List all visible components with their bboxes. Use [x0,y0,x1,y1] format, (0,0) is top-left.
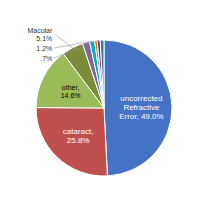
svg-text:.7%: .7% [40,55,52,62]
svg-text:Macular5.1%: Macular5.1% [27,27,53,42]
svg-text:uncorrectedRefractiveError, 49: uncorrectedRefractiveError, 49.0% [119,94,163,121]
svg-text:1.2%: 1.2% [36,45,52,52]
svg-text:cataract,25.8%: cataract,25.8% [63,126,94,144]
svg-text:other,14.6%: other,14.6% [61,84,81,99]
